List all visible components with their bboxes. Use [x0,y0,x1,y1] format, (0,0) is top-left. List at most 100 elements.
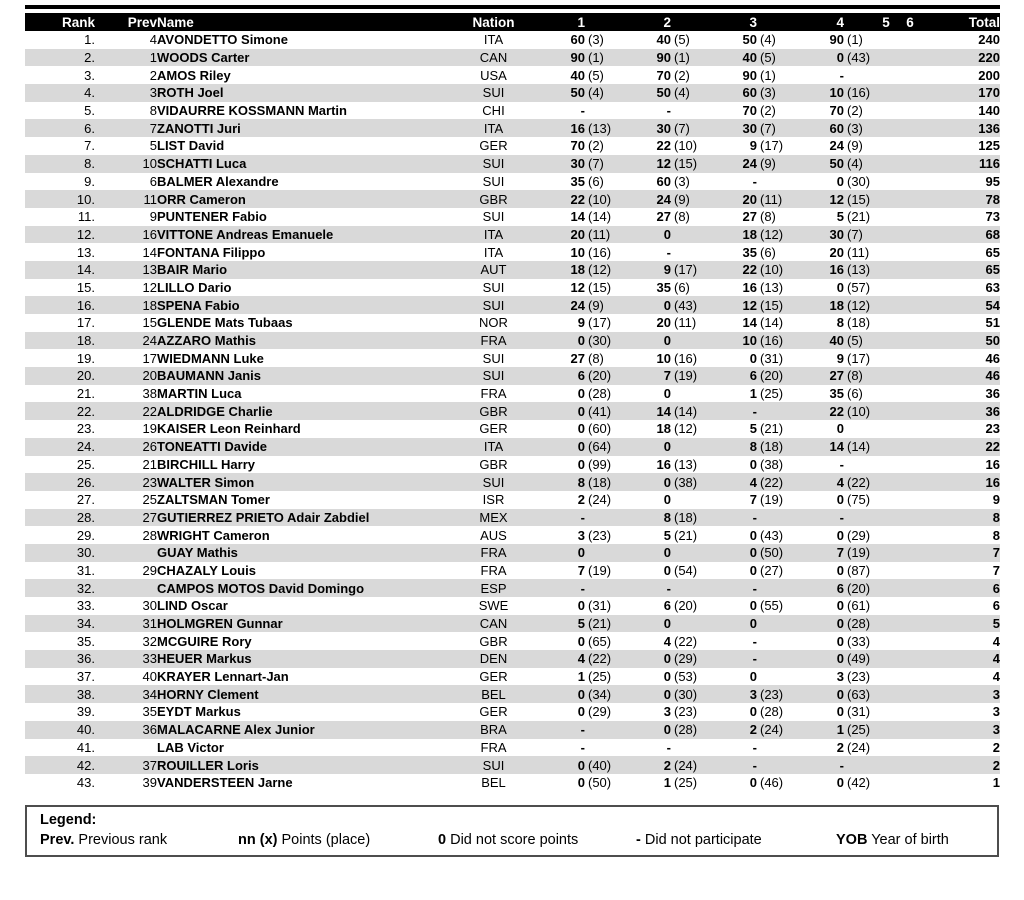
place-value: (4) [588,85,604,101]
place-value: (18) [674,509,698,525]
nation-cell: MEX [479,509,508,525]
round-2-score-cell: 0 (28) [616,721,702,739]
points-value: 2 [577,492,585,508]
round-4-score-cell: 0 (30) [789,173,875,191]
round-2-score-cell: 0 [616,491,702,509]
round-2-score-cell: 16 (13) [616,456,702,474]
round-3-score-cell: 7 (19) [702,491,789,509]
column-header-prev: Prev [127,14,157,30]
points-value: 8 [577,474,585,490]
points-value: 14 [829,439,844,455]
place-value: (11) [760,191,783,207]
place-value: (20) [588,368,612,384]
column-header-round2: 2 [663,14,671,30]
points-value: 18 [656,421,671,437]
round-1-score-cell: 27 (8) [530,349,616,367]
table-row: 34. 31 HOLMGREN Gunnar CAN 5 (21) 0 0 0 (28) 5 [25,614,1000,633]
rank-cell: 9. [84,173,95,189]
round-5-score-cell [875,456,897,474]
place-value: (11) [674,315,697,331]
place-value: (40) [588,757,612,773]
round-1-score-cell: 0 (40) [530,756,616,774]
points-value: 7 [577,562,585,578]
points-value: 16 [656,456,671,472]
rider-name-cell: VANDERSTEEN Jarne [157,775,293,791]
points-value: 0 [836,527,844,543]
column-header-nation: Nation [472,14,515,30]
round-2-score-cell: 0 (54) [616,562,702,580]
rank-cell: 42. [76,757,95,773]
column-header-round6: 6 [906,14,914,30]
table-row: 21. 38 MARTIN Luca FRA 0 (28) 0 1 (25) 35 (6) 36 [25,384,1000,403]
round-5-score-cell [875,491,897,509]
place-value: (11) [847,244,870,260]
round-1-score-cell: 0 [530,544,616,562]
nation-cell: USA [480,67,507,83]
round-6-score-cell [897,579,923,597]
place-value: (14) [760,315,784,331]
points-value: 24 [742,156,757,172]
total-points-cell: 46 [985,368,1000,384]
round-2-score-cell: 7 (19) [616,367,702,385]
points-value: 12 [742,297,757,313]
round-6-score-cell [897,438,923,456]
points-value: 90 [570,50,585,66]
prev-rank-cell: 24 [142,333,157,349]
round-2-score-cell: 0 [616,332,702,350]
points-value: 0 [836,421,844,437]
place-value: (23) [674,704,698,720]
rank-cell: 5. [84,103,95,119]
column-header-round1: 1 [577,14,585,30]
points-value: 60 [570,32,585,48]
round-5-score-cell [875,721,897,739]
points-value: 14 [656,403,671,419]
round-1-score-cell: 0 (34) [530,685,616,703]
place-value: (50) [588,775,612,791]
round-2-score-cell: 0 (38) [616,473,702,491]
legend-item: 0 Did not score points [438,832,636,848]
place-value: (8) [847,368,863,384]
table-row: 23. 19 KAISER Leon Reinhard GER 0 (60) 18 (12) 5… [25,420,1000,438]
nation-cell: ITA [483,32,504,48]
points-value: 10 [742,333,757,349]
nation-cell: SUI [482,368,505,384]
round-3-score-cell: 20 (11) [702,190,789,208]
points-value: 70 [656,67,671,83]
points-value: 40 [829,333,844,349]
round-4-score-cell: 0 (33) [789,632,875,650]
round-5-score-cell [875,420,897,438]
table-row: 43. 39 VANDERSTEEN Jarne BEL 0 (50) 1 (25) 0 (46)… [25,773,1000,792]
round-1-score-cell: 35 (6) [530,173,616,191]
round-3-score-cell: - [702,579,789,597]
total-points-cell: 4 [992,651,1000,667]
nation-cell: GER [479,138,508,154]
place-value: (19) [847,545,871,561]
round-3-score-cell: 24 (9) [702,155,789,173]
place-value: (7) [760,120,776,136]
place-value: (55) [760,598,784,614]
total-points-cell: 1 [992,775,1000,791]
round-5-score-cell [875,367,897,385]
round-4-score-cell: 60 (3) [789,119,875,137]
nation-cell: SUI [482,474,505,490]
table-top-border [25,5,1000,9]
points-value: 40 [570,67,585,83]
prev-rank-cell: 32 [142,633,157,649]
points-value: 4 [836,474,844,490]
points-value: 60 [742,85,757,101]
rider-name-cell: ALDRIDGE Charlie [157,403,273,419]
points-value: 3 [663,704,671,720]
points-value: 0 [577,333,585,349]
points-value: - [839,757,844,773]
round-6-score-cell [897,685,923,703]
total-points-cell: 2 [992,739,1000,755]
nation-cell: SUI [482,209,505,225]
round-3-score-cell: 0 [702,668,789,686]
prev-rank-cell: 36 [142,722,157,738]
points-value: 18 [742,226,757,242]
round-6-score-cell [897,31,923,49]
points-value: - [752,580,757,596]
legend-item: nn (x) Points (place) [238,832,438,848]
total-points-cell: 8 [992,509,1000,525]
place-value: (16) [674,350,698,366]
